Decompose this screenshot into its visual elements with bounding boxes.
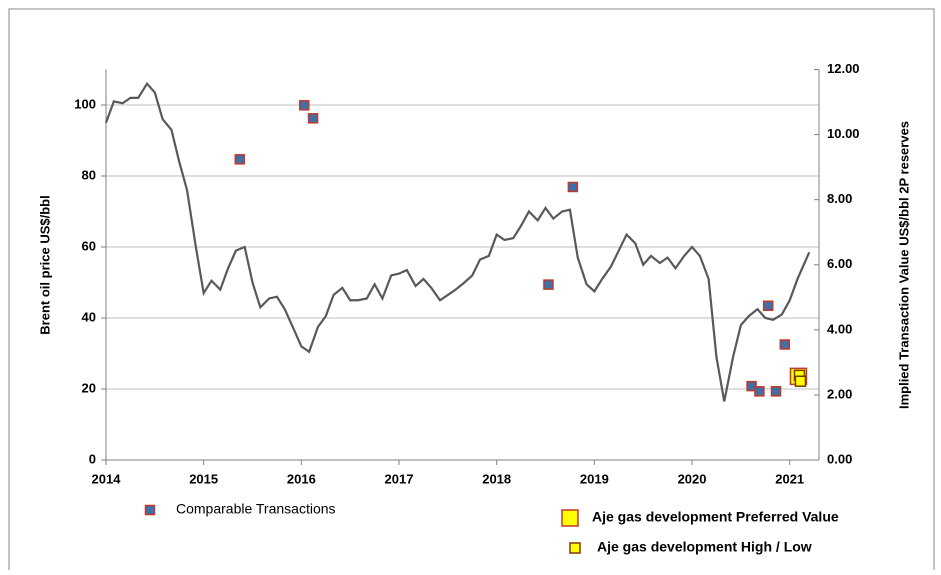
y2-tick-label: 12.00 <box>827 61 860 76</box>
legend-label: Aje gas development Preferred Value <box>592 509 839 525</box>
y2-tick-label: 4.00 <box>827 321 852 336</box>
scatter-point <box>307 113 319 124</box>
y2-tick-label: 6.00 <box>827 256 852 271</box>
x-tick-label: 2021 <box>775 471 804 486</box>
y-tick-label: 0 <box>89 451 96 466</box>
legend-label: Comparable Transactions <box>176 501 336 517</box>
scatter-point <box>770 386 782 397</box>
y-axis-label: Brent oil price US$/bbl <box>37 195 52 334</box>
legend-label: Aje gas development High / Low <box>597 539 812 555</box>
x-tick-label: 2016 <box>287 471 316 486</box>
frame <box>8 8 935 575</box>
scatter-point <box>754 386 765 397</box>
y2-tick-label: 0.00 <box>827 451 852 466</box>
y2-tick-label: 10.00 <box>827 126 860 141</box>
scatter-point <box>762 300 774 312</box>
legend-symbol <box>569 542 581 554</box>
x-tick-label: 2014 <box>92 471 122 486</box>
y-tick-label: 60 <box>82 238 96 253</box>
scatter-point <box>299 100 310 111</box>
scatter-point <box>779 339 791 350</box>
y2-tick-label: 8.00 <box>827 191 852 206</box>
y-tick-label: 100 <box>74 96 96 111</box>
y-tick-label: 20 <box>82 380 96 395</box>
legend-symbol <box>561 509 579 527</box>
scatter-point <box>234 154 246 165</box>
price-line <box>104 81 811 402</box>
y2-axis-label: Implied Transaction Value US$/bbl 2P res… <box>896 121 911 409</box>
legend-symbol <box>144 504 156 516</box>
x-tick-label: 2018 <box>482 471 511 486</box>
x-tick-label: 2019 <box>580 471 609 486</box>
x-tick-label: 2017 <box>385 471 414 486</box>
y2-tick-label: 2.00 <box>827 386 852 401</box>
scatter-point <box>794 375 807 387</box>
x-tick-label: 2020 <box>678 471 707 486</box>
scatter-point <box>567 181 579 193</box>
y-tick-label: 80 <box>82 167 96 182</box>
scatter-point <box>543 279 554 290</box>
y-tick-label: 40 <box>82 309 96 324</box>
x-tick-label: 2015 <box>189 471 218 486</box>
